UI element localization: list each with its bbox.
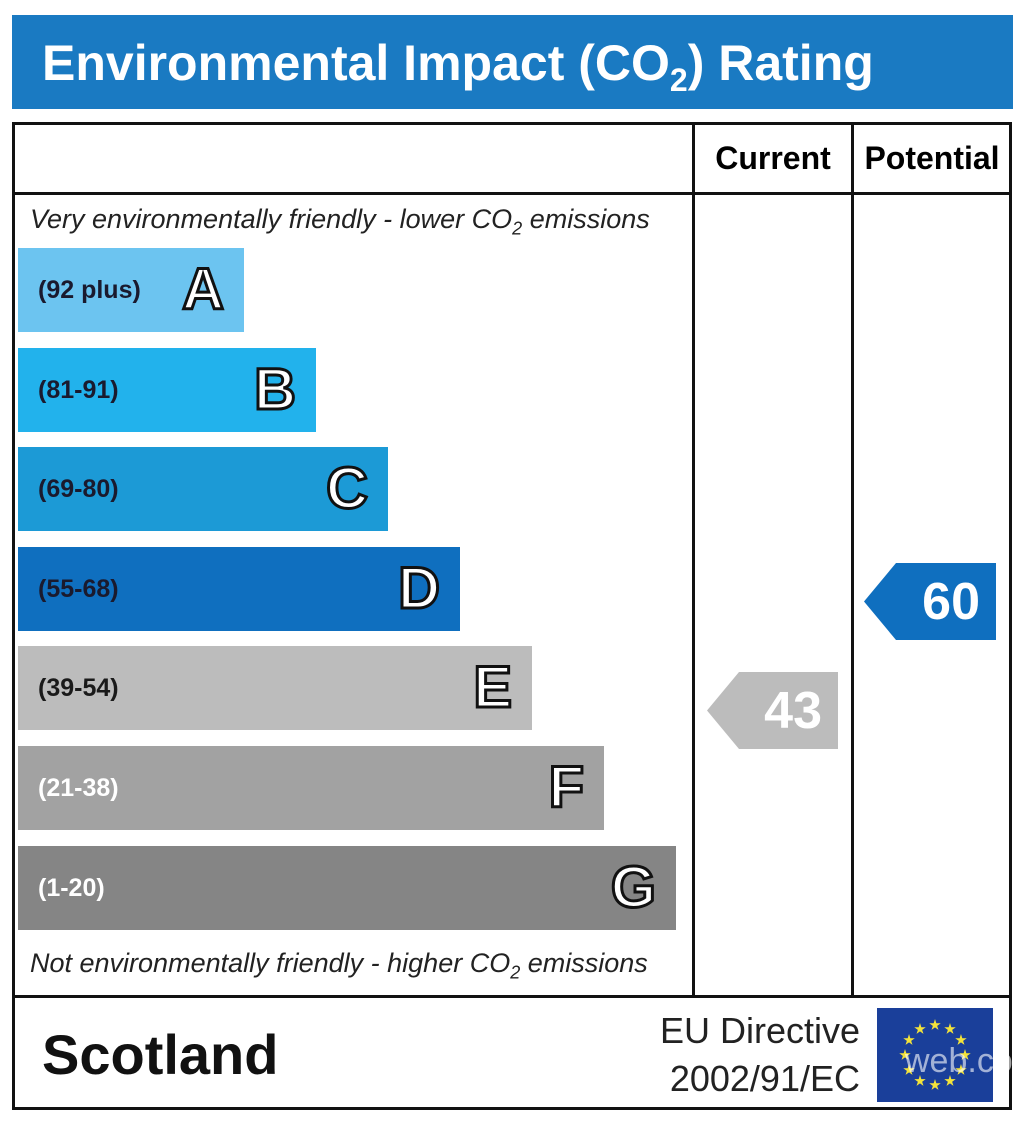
band-e: (39-54) E	[18, 646, 532, 731]
band-letter: F	[547, 754, 585, 822]
potential-rating-value: 60	[922, 573, 980, 631]
band-range: (1-20)	[38, 873, 105, 902]
title-subscript: 2	[669, 62, 688, 98]
band-letter: A	[181, 256, 226, 324]
eu-directive-line1: EU Directive	[659, 1010, 860, 1051]
band-f: (21-38) F	[18, 746, 604, 830]
band-letter: E	[472, 654, 514, 722]
star-icon	[944, 1074, 956, 1086]
bottom-note: Not environmentally friendly - higher CO…	[30, 948, 648, 983]
band-range: (55-68)	[38, 574, 119, 603]
note-text: emissions	[520, 948, 648, 978]
footer-divider	[12, 995, 1012, 998]
band-c: (69-80) C	[18, 447, 388, 532]
note-text: Very environmentally friendly - lower CO	[30, 204, 513, 234]
band-a: (92 plus) A	[18, 248, 244, 332]
star-icon	[955, 1034, 967, 1045]
star-icon	[929, 1079, 941, 1090]
band-letter: B	[253, 355, 298, 423]
current-rating-arrow: 43	[707, 672, 838, 749]
star-icon	[959, 1049, 971, 1060]
star-icon	[955, 1064, 967, 1075]
band-letter: C	[325, 455, 370, 523]
rating-frame	[12, 122, 1012, 1110]
region-label: Scotland	[42, 1023, 279, 1086]
band-letter: D	[397, 554, 442, 622]
top-note: Very environmentally friendly - lower CO…	[30, 204, 650, 239]
star-icon	[899, 1049, 911, 1060]
chart-title: Environmental Impact (CO2) Rating	[12, 15, 1013, 109]
potential-column-header: Potential	[864, 140, 1000, 176]
band-b: (81-91) B	[18, 347, 316, 432]
star-icon	[914, 1074, 926, 1086]
note-text: Not environmentally friendly - higher CO	[30, 948, 511, 978]
eu-directive-line2: 2002/91/EC	[669, 1058, 860, 1099]
band-range: (81-91)	[38, 375, 119, 404]
band-range: (39-54)	[38, 674, 119, 703]
note-text: emissions	[522, 204, 650, 234]
star-icon	[914, 1023, 926, 1034]
band-d: (55-68) D	[18, 546, 460, 631]
star-icon	[903, 1034, 915, 1045]
column-divider-current	[692, 122, 695, 997]
band-range: (21-38)	[38, 774, 119, 802]
band-g: (1-20) G	[18, 845, 676, 930]
band-letter: G	[609, 853, 657, 921]
current-rating-value: 43	[764, 682, 822, 740]
title-text: Environmental Impact (CO	[42, 35, 670, 91]
star-icon	[944, 1023, 956, 1034]
current-column-header: Current	[715, 140, 831, 176]
column-divider-potential	[851, 122, 854, 997]
watermark: web.com	[905, 1042, 1024, 1080]
title-tail: ) Rating	[687, 35, 874, 91]
band-range: (92 plus)	[38, 276, 141, 304]
note-sub: 2	[510, 962, 521, 983]
note-sub: 2	[512, 218, 523, 239]
star-icon	[929, 1019, 941, 1030]
eu-flag-icon	[877, 1008, 993, 1102]
potential-rating-arrow: 60	[864, 563, 996, 640]
star-icon	[903, 1064, 915, 1075]
header-divider	[12, 192, 1012, 195]
band-range: (69-80)	[38, 475, 119, 504]
